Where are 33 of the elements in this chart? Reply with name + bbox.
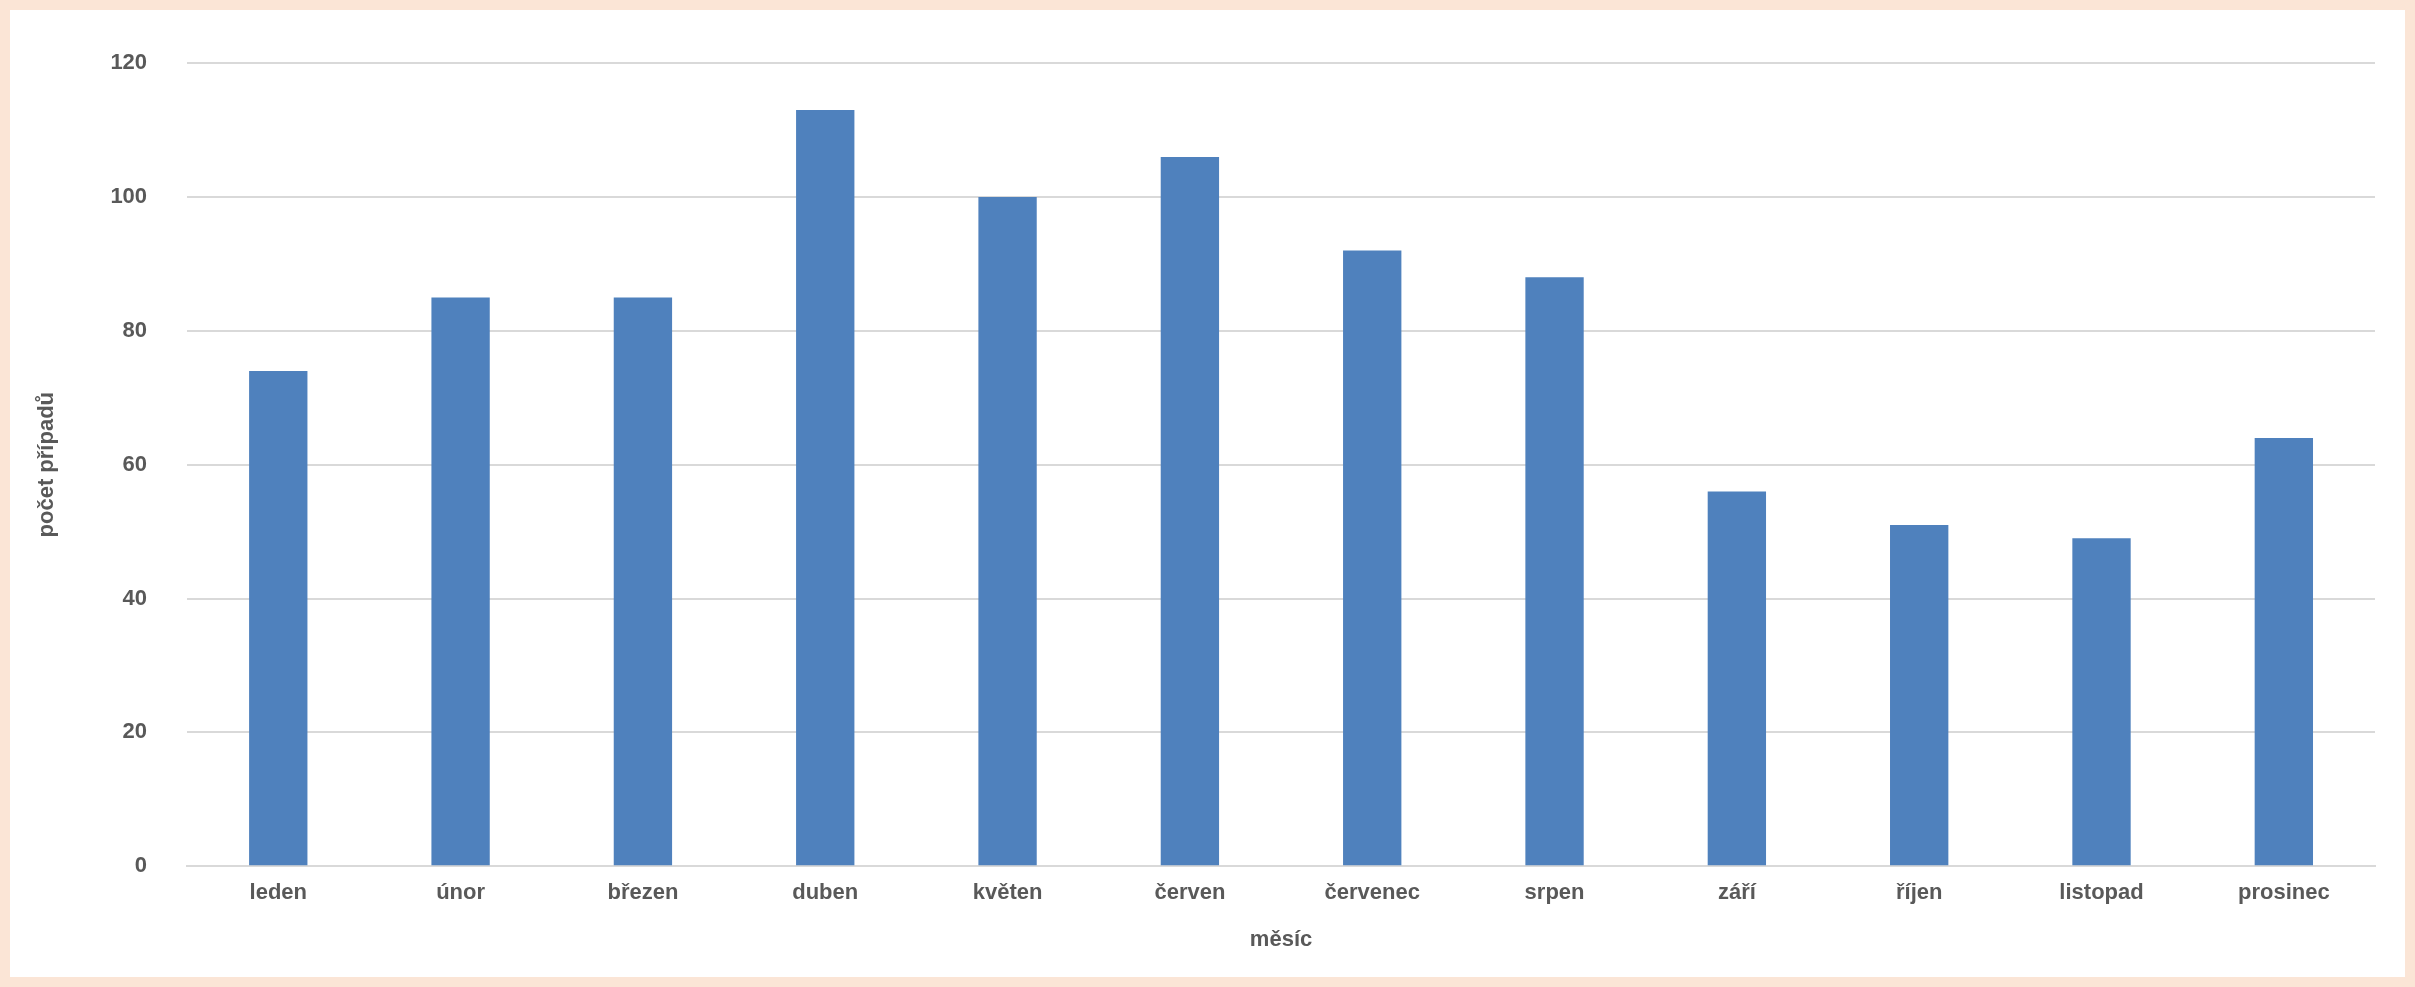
x-axis-title: měsíc xyxy=(1249,925,1313,951)
x-tick-label: červenec xyxy=(1324,879,1420,905)
bar xyxy=(249,371,308,866)
bar xyxy=(978,197,1037,866)
x-tick-label: srpen xyxy=(1524,879,1585,905)
x-tick-label: březen xyxy=(607,879,679,905)
x-tick-label: červen xyxy=(1154,879,1226,905)
y-tick-label: 20 xyxy=(122,718,148,744)
y-tick-label: 0 xyxy=(134,852,148,878)
x-tick-label: listopad xyxy=(2059,879,2144,905)
x-tick-label: únor xyxy=(436,879,486,905)
y-tick-label: 60 xyxy=(122,450,148,476)
x-tick-label: leden xyxy=(249,879,307,905)
bar xyxy=(1525,277,1584,866)
x-tick-label: květen xyxy=(972,879,1043,905)
x-tick-label: duben xyxy=(792,879,859,905)
bar xyxy=(431,297,490,866)
y-tick-label: 120 xyxy=(110,49,148,75)
bar xyxy=(613,297,673,866)
x-tick-label: prosinec xyxy=(2237,879,2330,905)
bar xyxy=(1707,491,1767,866)
y-tick-label: 100 xyxy=(110,183,148,209)
x-tick-label: září xyxy=(1717,879,1757,905)
bar xyxy=(796,110,855,866)
y-tick-label: 40 xyxy=(122,584,148,610)
bar xyxy=(1160,156,1220,866)
y-axis-title: počet případů xyxy=(33,391,59,538)
y-tick-label: 80 xyxy=(122,316,148,342)
x-tick-label: říjen xyxy=(1895,879,1943,905)
bar xyxy=(1890,524,1949,866)
bar xyxy=(2254,437,2314,866)
bar xyxy=(2072,538,2131,866)
bar xyxy=(1343,250,1402,866)
